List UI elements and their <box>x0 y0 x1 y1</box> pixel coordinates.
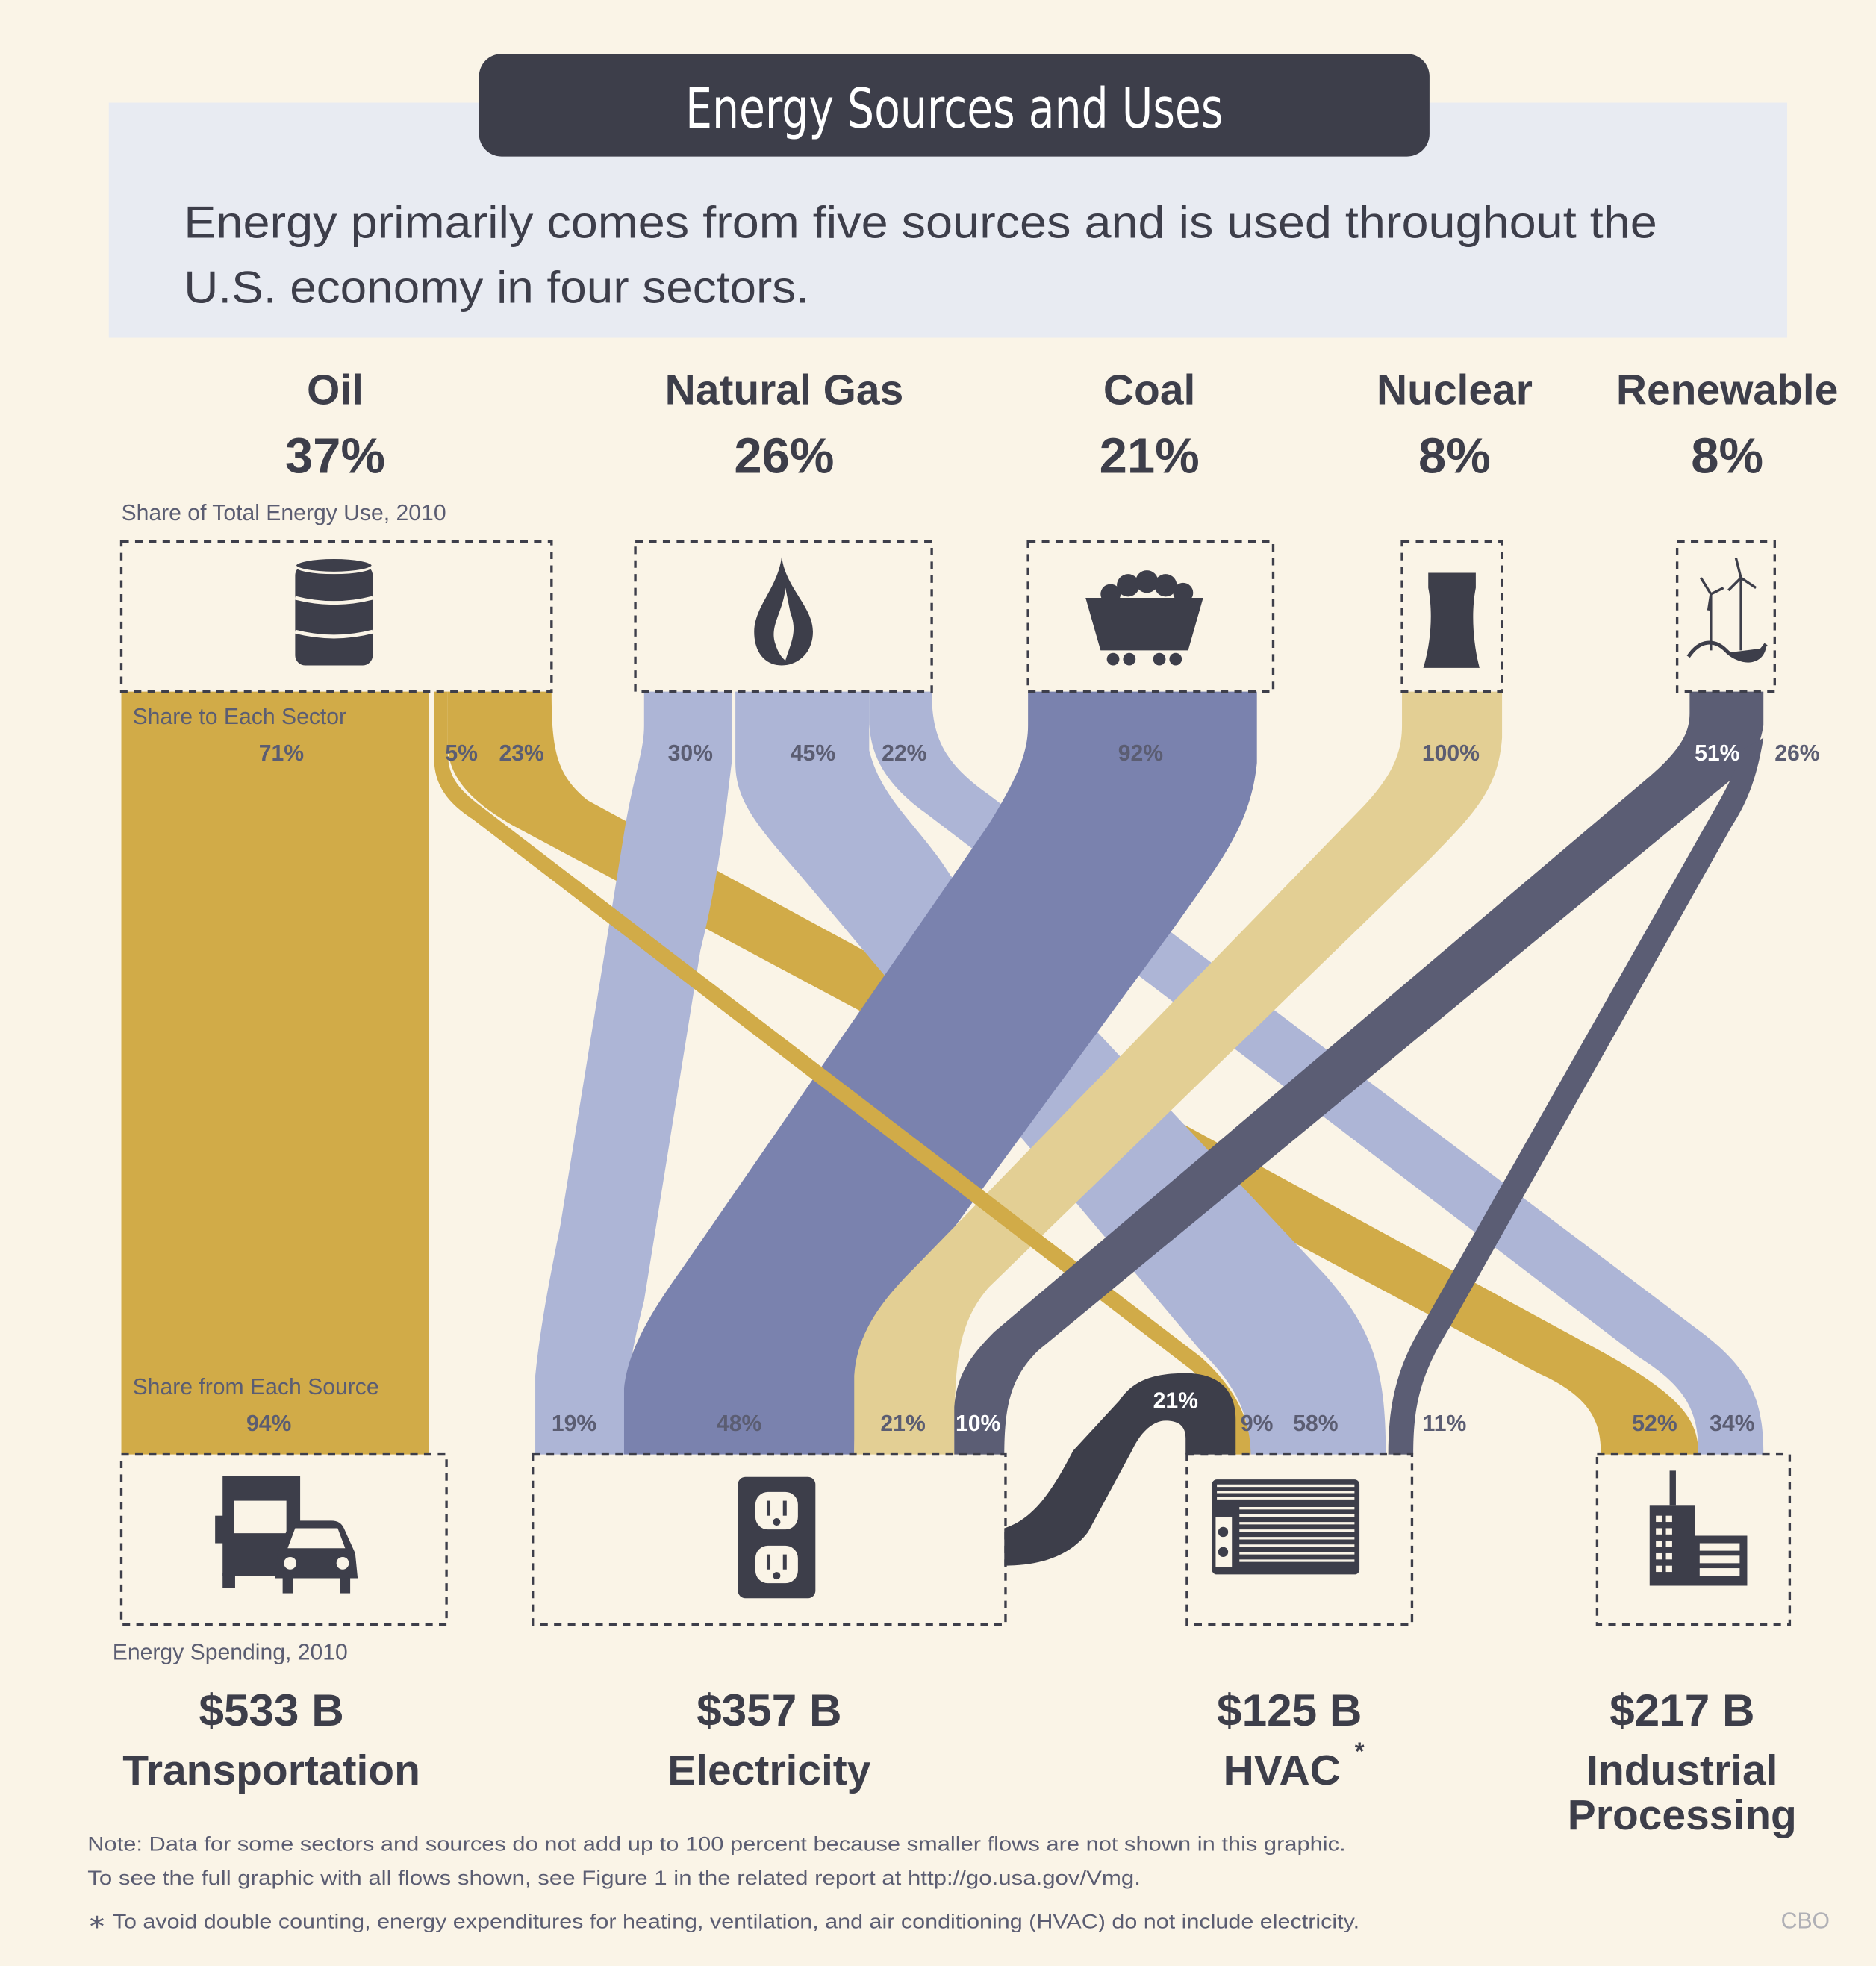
air-conditioner-icon <box>1212 1479 1360 1575</box>
coal-cart-icon <box>1085 570 1203 666</box>
title-pill <box>479 54 1430 157</box>
share-to-sector-label: Share to Each Sector <box>133 705 347 729</box>
pct-oil-hvac: 5% <box>445 741 478 766</box>
pct-oil-transport: 71% <box>259 741 304 766</box>
gas-flame-icon <box>754 556 813 666</box>
share-total-label: Share of Total Energy Use, 2010 <box>122 501 446 525</box>
pct-gas-electricity: 30% <box>668 741 713 766</box>
pct-nuclear-electricity: 100% <box>1422 741 1480 766</box>
pct-renewable-electricity: 51% <box>1695 741 1739 766</box>
pct-elec-renewable: 10% <box>956 1411 1000 1436</box>
footnote: ∗ To avoid double counting, energy expen… <box>87 1911 1359 1933</box>
pct-renewable-hvac: 26% <box>1774 741 1819 766</box>
sector-name-hvac: HVAC <box>1224 1747 1341 1794</box>
sector-name-industrial-2: Processing <box>1568 1791 1797 1839</box>
spending-electricity: $357 B <box>697 1685 841 1735</box>
pct-elec-coal: 48% <box>717 1411 761 1436</box>
wind-turbine-icon <box>1686 557 1768 663</box>
pct-coal-electricity: 92% <box>1118 741 1163 766</box>
source-box-renewable <box>1675 540 1776 693</box>
pct-oil-industrial: 23% <box>499 741 543 766</box>
pct-hvac-oil: 9% <box>1241 1411 1274 1436</box>
factory-icon <box>1649 1470 1748 1586</box>
flow-renewable-hvac <box>1388 737 1764 1455</box>
source-name-coal: Coal <box>1103 366 1195 414</box>
source-box-coal <box>1026 540 1275 693</box>
pct-hvac-renewable: 11% <box>1423 1411 1467 1436</box>
source-share-coal: 21% <box>1100 428 1200 484</box>
pct-gas-industrial: 22% <box>882 741 926 766</box>
spending-industrial: $217 B <box>1609 1685 1754 1735</box>
source-share-oil: 37% <box>285 428 385 484</box>
pct-elec-gas: 19% <box>552 1411 596 1436</box>
power-outlet-icon <box>738 1476 816 1599</box>
pct-ind-oil: 52% <box>1632 1411 1677 1436</box>
sector-name-electricity: Electricity <box>667 1747 871 1794</box>
from-source-percentages: 94% 19% 48% 21% 10% 21% 9% 58% 11% 52% 3… <box>246 1389 1754 1436</box>
subtitle-line-1: Energy primarily comes from five sources… <box>184 197 1657 248</box>
sector-labels: $533 B Transportation $357 B Electricity… <box>122 1685 1797 1839</box>
sector-box-industrial <box>1595 1452 1792 1626</box>
sector-name-industrial-1: Industrial <box>1586 1747 1777 1794</box>
flow-electricity-hvac <box>1004 1373 1236 1566</box>
source-name-renewable: Renewable <box>1616 366 1839 414</box>
flows <box>121 691 1764 1566</box>
truck-car-icon <box>215 1476 358 1594</box>
source-share-nuclear: 8% <box>1418 428 1491 484</box>
oil-barrel-icon <box>293 556 374 666</box>
source-name-nuclear: Nuclear <box>1377 366 1533 414</box>
source-name-natural-gas: Natural Gas <box>665 366 904 414</box>
pct-hvac-gas: 58% <box>1293 1411 1338 1436</box>
note-line-2: To see the full graphic with all flows s… <box>87 1867 1141 1889</box>
source-boxes <box>119 540 1776 693</box>
flow-coal-electricity <box>623 691 1257 1455</box>
page-title: Energy Sources and Uses <box>685 78 1223 141</box>
spending-transportation: $533 B <box>199 1685 343 1735</box>
source-box-natural-gas <box>634 540 933 693</box>
source-share-renewable: 8% <box>1691 428 1763 484</box>
source-headings: Oil 37% Natural Gas 26% Coal 21% Nuclear… <box>285 366 1838 484</box>
pct-hvac-electricity: 21% <box>1153 1389 1198 1414</box>
note-line-1: Note: Data for some sectors and sources … <box>87 1833 1345 1856</box>
source-share-natural-gas: 26% <box>734 428 834 484</box>
pct-gas-hvac: 45% <box>791 741 835 766</box>
cooling-tower-icon <box>1423 572 1480 668</box>
flow-nuclear-electricity <box>854 691 1503 1455</box>
sector-name-transportation: Transportation <box>122 1747 420 1794</box>
energy-spending-label: Energy Spending, 2010 <box>113 1640 348 1664</box>
source-name-oil: Oil <box>307 366 364 414</box>
flow-gas-electricity <box>535 691 732 1455</box>
pct-elec-nuclear: 21% <box>880 1411 925 1436</box>
subtitle-line-2: U.S. economy in four sectors. <box>184 262 809 313</box>
share-from-source-label: Share from Each Source <box>133 1375 379 1399</box>
to-sector-percentages: 71% 5% 23% 30% 45% 22% 92% 100% 51% 26% <box>259 741 1820 766</box>
pct-transport-oil: 94% <box>246 1411 291 1436</box>
notes: Note: Data for some sectors and sources … <box>87 1833 1359 1933</box>
flow-oil-transportation <box>121 691 429 1455</box>
hvac-asterisk: * <box>1355 1738 1365 1765</box>
credit-cbo: CBO <box>1781 1909 1830 1934</box>
spending-hvac: $125 B <box>1217 1685 1362 1735</box>
flow-renewable-electricity <box>954 691 1764 1455</box>
pct-ind-gas: 34% <box>1710 1411 1754 1436</box>
